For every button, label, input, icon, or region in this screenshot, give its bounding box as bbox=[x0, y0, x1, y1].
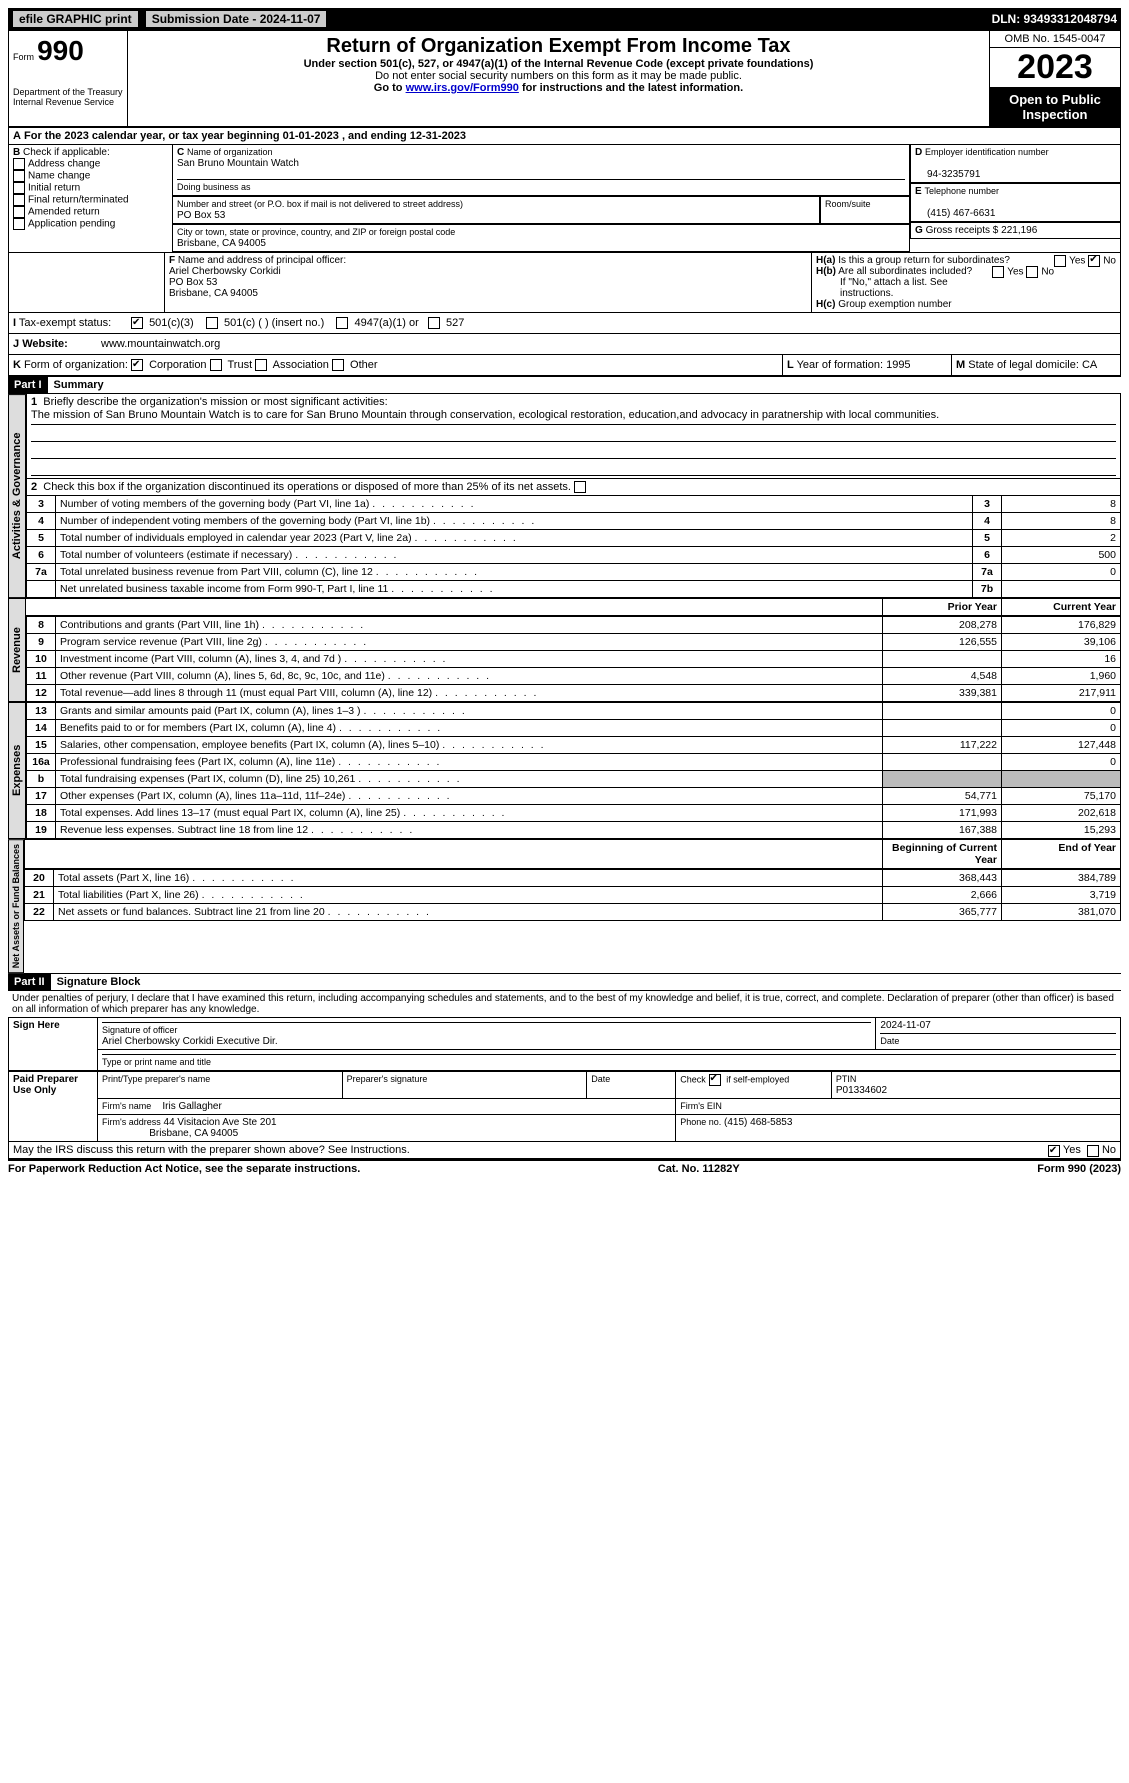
discuss-yes-checkbox[interactable] bbox=[1048, 1145, 1060, 1157]
phone: (415) 467-6631 bbox=[915, 208, 995, 219]
na-header: Beginning of Current YearEnd of Year bbox=[24, 839, 1121, 869]
street: PO Box 53 bbox=[177, 210, 225, 221]
form-subtitle: Under section 501(c), 527, or 4947(a)(1)… bbox=[132, 58, 985, 70]
firm-addr1: 44 Visitacion Ave Ste 201 bbox=[164, 1117, 277, 1128]
mission-text: The mission of San Bruno Mountain Watch … bbox=[31, 408, 1116, 425]
form-header: Form 990 Department of the Treasury Inte… bbox=[8, 30, 1121, 128]
topbar: efile GRAPHIC print Submission Date - 20… bbox=[8, 8, 1121, 30]
501c-checkbox[interactable] bbox=[206, 317, 218, 329]
j-row: J Website: www.mountainwatch.org bbox=[8, 334, 1121, 355]
addr-change-checkbox[interactable] bbox=[13, 158, 25, 170]
officer-city: Brisbane, CA 94005 bbox=[169, 288, 258, 299]
submission-button[interactable]: Submission Date - 2024-11-07 bbox=[145, 10, 328, 28]
rev-header: Prior YearCurrent Year bbox=[26, 598, 1121, 616]
firm-addr2: Brisbane, CA 94005 bbox=[149, 1128, 238, 1139]
name-change-checkbox[interactable] bbox=[13, 170, 25, 182]
summary-section: Activities & Governance 1 Briefly descri… bbox=[8, 394, 1121, 598]
gov-sidebar: Activities & Governance bbox=[8, 394, 26, 598]
dln-label: DLN: 93493312048794 bbox=[992, 12, 1117, 26]
b-label: Check if applicable: bbox=[23, 147, 110, 158]
final-return-checkbox[interactable] bbox=[13, 194, 25, 206]
na-sidebar: Net Assets or Fund Balances bbox=[8, 839, 24, 973]
4947-checkbox[interactable] bbox=[336, 317, 348, 329]
na-table: 20Total assets (Part X, line 16) 368,443… bbox=[24, 869, 1121, 921]
goto-suffix: for instructions and the latest informat… bbox=[522, 82, 743, 94]
officer-sig: Ariel Cherbowsky Corkidi Executive Dir. bbox=[102, 1036, 278, 1047]
app-pending-checkbox[interactable] bbox=[13, 218, 25, 230]
identity-grid: B Check if applicable: Address change Na… bbox=[8, 145, 1121, 253]
city: Brisbane, CA 94005 bbox=[177, 238, 266, 249]
part2-bar: Part II Signature Block bbox=[8, 973, 1121, 991]
f-h-row: F Name and address of principal officer:… bbox=[8, 253, 1121, 313]
footer: For Paperwork Reduction Act Notice, see … bbox=[8, 1159, 1121, 1175]
form-number: 990 bbox=[37, 35, 84, 66]
officer-name: Ariel Cherbowsky Corkidi bbox=[169, 266, 281, 277]
efile-button[interactable]: efile GRAPHIC print bbox=[12, 10, 139, 28]
gov-table: 3Number of voting members of the governi… bbox=[26, 495, 1121, 598]
ein: 94-3235791 bbox=[915, 169, 980, 180]
domicile: CA bbox=[1082, 359, 1097, 371]
corp-checkbox[interactable] bbox=[131, 359, 143, 371]
other-checkbox[interactable] bbox=[332, 359, 344, 371]
firm-name: Iris Gallagher bbox=[162, 1101, 221, 1112]
ha-yes-checkbox[interactable] bbox=[1054, 255, 1066, 267]
form-title: Return of Organization Exempt From Incom… bbox=[132, 35, 985, 58]
hb-yes-checkbox[interactable] bbox=[992, 266, 1004, 278]
omb-number: OMB No. 1545-0047 bbox=[990, 31, 1120, 48]
exp-sidebar: Expenses bbox=[8, 702, 26, 839]
irs-link[interactable]: www.irs.gov/Form990 bbox=[406, 82, 519, 94]
irs-label: Internal Revenue Service bbox=[13, 97, 123, 107]
trust-checkbox[interactable] bbox=[210, 359, 222, 371]
amended-return-checkbox[interactable] bbox=[13, 206, 25, 218]
officer-street: PO Box 53 bbox=[169, 277, 217, 288]
501c3-checkbox[interactable] bbox=[131, 317, 143, 329]
website: www.mountainwatch.org bbox=[101, 338, 220, 350]
527-checkbox[interactable] bbox=[428, 317, 440, 329]
ptin: P01334602 bbox=[836, 1085, 887, 1096]
self-emp-checkbox[interactable] bbox=[709, 1074, 721, 1086]
gross-receipts: 221,196 bbox=[1001, 225, 1037, 236]
goto-prefix: Go to bbox=[374, 82, 406, 94]
hb-no-checkbox[interactable] bbox=[1026, 266, 1038, 278]
org-name: San Bruno Mountain Watch bbox=[177, 158, 299, 169]
tax-year: 2023 bbox=[990, 48, 1120, 88]
rev-sidebar: Revenue bbox=[8, 598, 26, 702]
section-a: A For the 2023 calendar year, or tax yea… bbox=[8, 128, 1121, 145]
form-label: Form bbox=[13, 52, 34, 62]
assoc-checkbox[interactable] bbox=[255, 359, 267, 371]
exp-table: 13Grants and similar amounts paid (Part … bbox=[26, 702, 1121, 839]
part1-bar: Part I Summary bbox=[8, 376, 1121, 394]
i-row: I Tax-exempt status: 501(c)(3) 501(c) ( … bbox=[8, 313, 1121, 334]
discontinued-checkbox[interactable] bbox=[574, 481, 586, 493]
ssn-note: Do not enter social security numbers on … bbox=[132, 70, 985, 82]
open-inspection: Open to Public Inspection bbox=[990, 88, 1120, 126]
dept-label: Department of the Treasury bbox=[13, 87, 123, 97]
initial-return-checkbox[interactable] bbox=[13, 182, 25, 194]
year-formation: 1995 bbox=[886, 359, 910, 371]
paid-preparer-table: Paid Preparer Use Only Print/Type prepar… bbox=[8, 1071, 1121, 1142]
firm-phone: (415) 468-5853 bbox=[724, 1117, 792, 1128]
rev-table: 8Contributions and grants (Part VIII, li… bbox=[26, 616, 1121, 702]
ha-no-checkbox[interactable] bbox=[1088, 255, 1100, 267]
discuss-no-checkbox[interactable] bbox=[1087, 1145, 1099, 1157]
may-irs-row: May the IRS discuss this return with the… bbox=[8, 1142, 1121, 1159]
perjury-text: Under penalties of perjury, I declare th… bbox=[8, 991, 1121, 1017]
sign-date: 2024-11-07 bbox=[880, 1020, 930, 1031]
sign-here-table: Sign Here Signature of officerAriel Cher… bbox=[8, 1017, 1121, 1071]
klm-row: K Form of organization: Corporation Trus… bbox=[8, 355, 1121, 376]
